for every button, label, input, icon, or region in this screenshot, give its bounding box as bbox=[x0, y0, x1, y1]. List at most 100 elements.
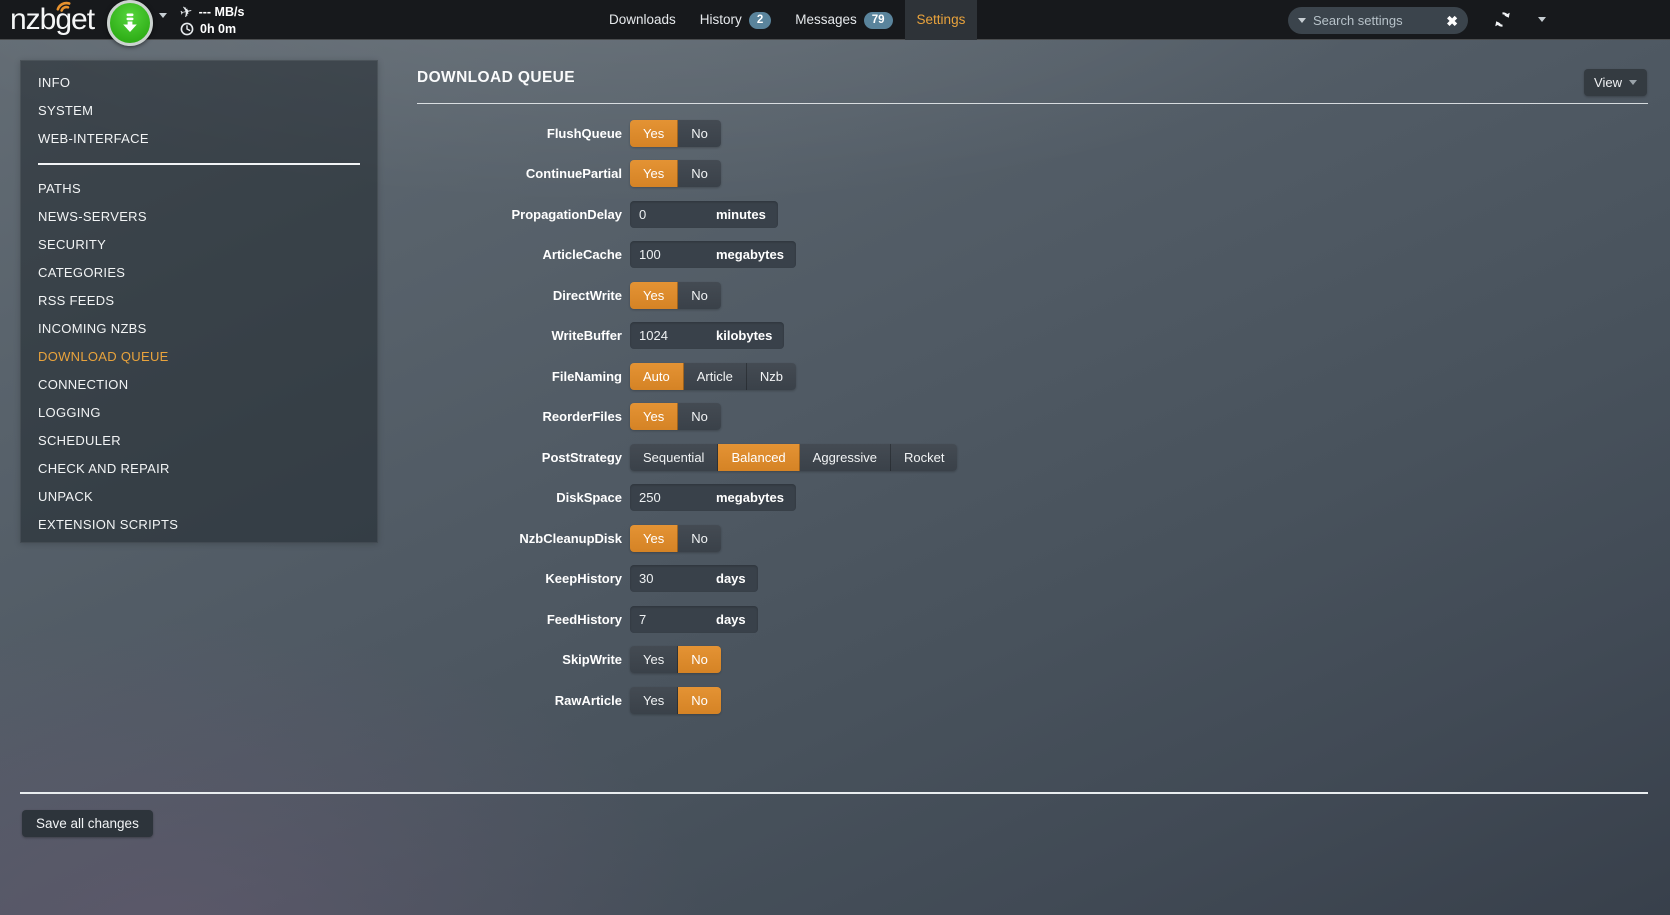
input-group-keephistory: days bbox=[630, 565, 758, 593]
setting-row-continuepartial: ContinuePartial Yes No bbox=[417, 154, 1648, 195]
option-nzbcleanupdisk-yes[interactable]: Yes bbox=[630, 524, 679, 552]
setting-row-flushqueue: FlushQueue Yes No bbox=[417, 113, 1648, 154]
toggle-group-poststrategy: Sequential Balanced Aggressive Rocket bbox=[630, 443, 958, 471]
setting-label: KeepHistory bbox=[545, 571, 622, 587]
option-filenaming-nzb[interactable]: Nzb bbox=[746, 362, 796, 390]
setting-label: PostStrategy bbox=[541, 449, 622, 465]
option-directwrite-yes[interactable]: Yes bbox=[630, 281, 679, 309]
setting-control: Yes No bbox=[630, 403, 721, 431]
setting-control: days bbox=[630, 565, 758, 593]
sidebar-item-incoming-nzbs[interactable]: INCOMING NZBS bbox=[38, 321, 147, 336]
setting-control: megabytes bbox=[630, 241, 796, 269]
sidebar-item-news-servers[interactable]: NEWS-SERVERS bbox=[38, 209, 147, 224]
tab-messages[interactable]: Messages 79 bbox=[783, 0, 904, 40]
setting-row-articlecache: ArticleCache megabytes bbox=[417, 235, 1648, 276]
setting-row-diskspace: DiskSpace megabytes bbox=[417, 478, 1648, 519]
status-block: ✈ --- MB/s 0h 0m bbox=[178, 2, 244, 37]
option-poststrategy-aggressive[interactable]: Aggressive bbox=[799, 443, 891, 471]
option-flushqueue-yes[interactable]: Yes bbox=[630, 119, 679, 147]
option-rawarticle-yes[interactable]: Yes bbox=[630, 686, 679, 714]
tab-badge: 79 bbox=[863, 11, 893, 29]
download-play-button[interactable] bbox=[107, 0, 153, 46]
option-rawarticle-no[interactable]: No bbox=[678, 686, 721, 714]
sidebar-item-web-interface[interactable]: WEB-INTERFACE bbox=[38, 131, 149, 146]
sidebar-item-rss-feeds[interactable]: RSS FEEDS bbox=[38, 293, 115, 308]
search-input[interactable] bbox=[1313, 13, 1440, 28]
input-group-articlecache: megabytes bbox=[630, 241, 796, 269]
tab-downloads[interactable]: Downloads bbox=[597, 0, 688, 40]
setting-control: Sequential Balanced Aggressive Rocket bbox=[630, 443, 958, 471]
page-title: DOWNLOAD QUEUE bbox=[417, 69, 576, 86]
unit-label: megabytes bbox=[716, 247, 784, 263]
refresh-icon[interactable] bbox=[1494, 11, 1511, 28]
tab-label: Downloads bbox=[609, 12, 676, 27]
sidebar-item-check-and-repair[interactable]: CHECK AND REPAIR bbox=[38, 461, 170, 476]
sidebar-item-info[interactable]: INFO bbox=[38, 75, 71, 90]
setting-control: days bbox=[630, 605, 758, 633]
option-reorderfiles-no[interactable]: No bbox=[678, 403, 721, 431]
sidebar-item-categories[interactable]: CATEGORIES bbox=[38, 265, 126, 280]
setting-label: ArticleCache bbox=[542, 247, 622, 263]
toggle-group-continuepartial: Yes No bbox=[630, 160, 721, 188]
download-menu-caret-icon[interactable] bbox=[159, 13, 167, 18]
setting-control: Yes No bbox=[630, 119, 721, 147]
setting-input-articlecache[interactable] bbox=[630, 241, 714, 269]
setting-label: WriteBuffer bbox=[551, 328, 622, 344]
sidebar-item-extension-scripts[interactable]: EXTENSION SCRIPTS bbox=[38, 517, 179, 532]
search-box[interactable]: ✖ bbox=[1288, 7, 1468, 34]
option-skipwrite-yes[interactable]: Yes bbox=[630, 646, 679, 674]
toggle-group-rawarticle: Yes No bbox=[630, 686, 721, 714]
setting-control: Yes No bbox=[630, 524, 721, 552]
airplane-icon: ✈ bbox=[178, 2, 195, 22]
input-group-feedhistory: days bbox=[630, 605, 758, 633]
toggle-group-skipwrite: Yes No bbox=[630, 646, 721, 674]
setting-label: ContinuePartial bbox=[525, 166, 622, 182]
setting-input-keephistory[interactable] bbox=[630, 565, 714, 593]
option-filenaming-auto[interactable]: Auto bbox=[630, 362, 684, 390]
settings-sidebar: INFO SYSTEM WEB-INTERFACE PATHS NEWS-SERVERS… bbox=[20, 60, 378, 543]
sidebar-divider bbox=[38, 163, 360, 165]
setting-label: PropagationDelay bbox=[511, 206, 622, 222]
option-filenaming-article[interactable]: Article bbox=[683, 362, 747, 390]
setting-input-writebuffer[interactable] bbox=[630, 322, 714, 350]
setting-control: kilobytes bbox=[630, 322, 785, 350]
tab-history[interactable]: History 2 bbox=[688, 0, 783, 40]
view-button[interactable]: View bbox=[1584, 69, 1647, 96]
sidebar-item-download-queue[interactable]: DOWNLOAD QUEUE bbox=[38, 349, 169, 364]
option-poststrategy-rocket[interactable]: Rocket bbox=[890, 443, 958, 471]
option-skipwrite-no[interactable]: No bbox=[678, 646, 721, 674]
option-directwrite-no[interactable]: No bbox=[678, 281, 721, 309]
toggle-group-directwrite: Yes No bbox=[630, 281, 721, 309]
option-continuepartial-yes[interactable]: Yes bbox=[630, 160, 679, 188]
unit-label: megabytes bbox=[716, 490, 784, 506]
setting-input-feedhistory[interactable] bbox=[630, 605, 714, 633]
sidebar-item-unpack[interactable]: UNPACK bbox=[38, 489, 94, 504]
unit-label: days bbox=[716, 571, 746, 587]
sidebar-item-connection[interactable]: CONNECTION bbox=[38, 377, 129, 392]
setting-row-nzbcleanupdisk: NzbCleanupDisk Yes No bbox=[417, 518, 1648, 559]
option-poststrategy-balanced[interactable]: Balanced bbox=[718, 443, 800, 471]
sidebar-item-logging[interactable]: LOGGING bbox=[38, 405, 101, 420]
main-header: DOWNLOAD QUEUE View bbox=[417, 60, 1648, 104]
option-continuepartial-no[interactable]: No bbox=[678, 160, 721, 188]
search-clear-icon[interactable]: ✖ bbox=[1446, 12, 1458, 29]
setting-input-diskspace[interactable] bbox=[630, 484, 714, 512]
setting-label: SkipWrite bbox=[562, 652, 622, 668]
option-poststrategy-sequential[interactable]: Sequential bbox=[630, 443, 719, 471]
top-navbar: nzbget ✈ --- MB/ bbox=[0, 0, 1670, 46]
tab-settings[interactable]: Settings bbox=[904, 0, 978, 40]
option-nzbcleanupdisk-no[interactable]: No bbox=[678, 524, 721, 552]
sidebar-item-system[interactable]: SYSTEM bbox=[38, 103, 94, 118]
sidebar-item-scheduler[interactable]: SCHEDULER bbox=[38, 433, 121, 448]
sidebar-item-security[interactable]: SECURITY bbox=[38, 237, 107, 252]
navbar-menu-caret-icon[interactable] bbox=[1538, 17, 1546, 22]
setting-input-propagationdelay[interactable] bbox=[630, 200, 714, 228]
tab-label: History bbox=[699, 12, 742, 27]
setting-control: Yes No bbox=[630, 686, 721, 714]
option-reorderfiles-yes[interactable]: Yes bbox=[630, 403, 679, 431]
option-flushqueue-no[interactable]: No bbox=[678, 119, 721, 147]
view-button-label: View bbox=[1594, 75, 1622, 90]
sidebar-item-paths[interactable]: PATHS bbox=[38, 181, 81, 196]
save-all-changes-button[interactable]: Save all changes bbox=[22, 810, 153, 837]
search-scope-caret-icon[interactable] bbox=[1298, 18, 1306, 23]
